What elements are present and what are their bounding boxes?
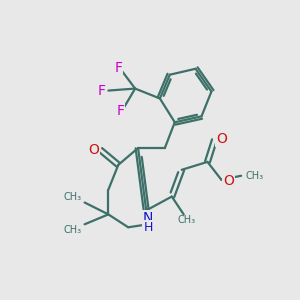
Text: N: N [143, 212, 153, 225]
Text: CH₃: CH₃ [245, 171, 263, 181]
Text: F: F [116, 104, 124, 118]
Text: CH₃: CH₃ [64, 192, 82, 202]
Text: CH₃: CH₃ [64, 225, 82, 235]
Text: O: O [223, 174, 234, 188]
Text: F: F [114, 61, 122, 75]
Text: O: O [216, 132, 227, 146]
Text: CH₃: CH₃ [178, 215, 196, 225]
Text: O: O [88, 143, 99, 157]
Text: F: F [98, 84, 106, 98]
Text: H: H [143, 221, 153, 234]
